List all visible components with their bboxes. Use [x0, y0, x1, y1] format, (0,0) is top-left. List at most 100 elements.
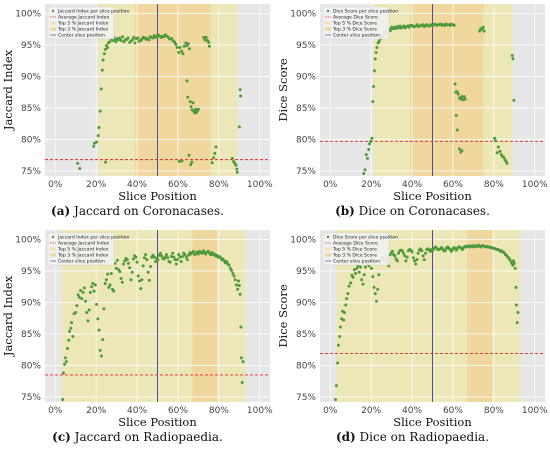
- data-point: [338, 325, 342, 329]
- x-tick-label: 100%: [247, 406, 273, 416]
- caption-c: (c) Jaccard on Radiopaedia.: [52, 430, 223, 444]
- x-tick-label: 100%: [247, 180, 273, 190]
- data-point: [128, 266, 132, 270]
- y-tick-label: 80%: [21, 361, 41, 371]
- chart-c: 0% 20% 40% 60% 80% 100% 75% 80% 85% 90% 95% 100% Sli…: [1, 230, 273, 426]
- data-point: [108, 40, 112, 44]
- data-point: [147, 278, 151, 282]
- data-point: [104, 160, 108, 164]
- y-tick-label: 90%: [21, 72, 41, 82]
- data-point: [372, 69, 376, 73]
- data-point: [149, 265, 153, 269]
- data-point: [151, 36, 155, 40]
- y-tick-label: 85%: [296, 330, 316, 340]
- data-point: [338, 334, 342, 338]
- data-point: [455, 90, 459, 94]
- data-point: [493, 136, 497, 140]
- data-point: [404, 259, 408, 263]
- x-tick-label: 100%: [522, 406, 548, 416]
- data-point: [138, 279, 141, 283]
- data-point: [103, 282, 107, 286]
- data-point: [91, 282, 95, 286]
- data-point: [171, 251, 175, 255]
- data-point: [136, 274, 140, 278]
- y-axis-label: Dice Score: [276, 284, 290, 348]
- caption-d: (d) Dice on Radiopaedia.: [335, 430, 490, 444]
- data-point: [514, 303, 518, 307]
- y-tick-label: 85%: [21, 330, 41, 340]
- y-tick-label: 95%: [296, 267, 316, 277]
- data-point: [516, 311, 520, 315]
- legend-marker-points: [51, 9, 55, 13]
- data-point: [370, 136, 374, 140]
- data-point: [196, 252, 200, 256]
- data-point: [126, 261, 130, 265]
- legend-marker-top5: [50, 247, 56, 251]
- data-point: [152, 255, 156, 259]
- data-point: [132, 35, 136, 39]
- chart-d: 0% 20% 40% 60% 80% 100% 75% 80% 85% 90% 95% 100% Sli…: [276, 230, 548, 426]
- data-point: [362, 273, 366, 277]
- data-point: [496, 145, 500, 149]
- data-point: [101, 58, 105, 62]
- data-point: [78, 166, 82, 170]
- x-tick-label: 0%: [323, 406, 338, 416]
- data-point: [80, 297, 84, 301]
- band-top3: [192, 230, 217, 402]
- data-point: [101, 338, 105, 342]
- data-point: [364, 153, 368, 157]
- x-tick-label: 0%: [48, 180, 63, 190]
- panel-d: 0% 20% 40% 60% 80% 100% 75% 80% 85% 90% 95% 100% Sli…: [275, 226, 550, 451]
- data-point: [104, 278, 108, 282]
- data-point: [125, 258, 129, 262]
- data-point: [459, 97, 463, 101]
- data-point: [87, 308, 91, 312]
- data-point: [196, 107, 200, 111]
- data-point: [61, 397, 65, 401]
- data-point: [79, 288, 83, 292]
- legend-label: Top 3 % Dice Score: [332, 253, 377, 259]
- legend-label: Jaccard Index per slice position: [57, 9, 129, 15]
- data-point: [186, 42, 190, 46]
- data-point: [510, 54, 514, 58]
- data-point: [90, 285, 94, 289]
- data-point: [187, 153, 191, 157]
- x-tick-label: 60%: [443, 406, 463, 416]
- data-point: [99, 87, 103, 91]
- data-point: [238, 88, 242, 92]
- data-point: [346, 292, 350, 296]
- data-point: [102, 52, 106, 56]
- data-point: [362, 171, 366, 175]
- data-point: [99, 354, 103, 358]
- data-point: [176, 258, 180, 262]
- data-point: [355, 266, 359, 270]
- x-axis-label: Slice Position: [393, 189, 472, 200]
- data-point: [357, 270, 361, 274]
- data-point: [82, 286, 86, 290]
- panel-c: 0% 20% 40% 60% 80% 100% 75% 80% 85% 90% 95% 100% Sli…: [0, 226, 275, 451]
- data-point: [234, 283, 238, 287]
- y-tick-label: 75%: [21, 393, 41, 403]
- data-point: [460, 95, 464, 99]
- data-point: [347, 284, 351, 288]
- data-point: [97, 125, 101, 129]
- y-tick-label: 90%: [296, 298, 316, 308]
- x-tick-label: 100%: [522, 180, 548, 190]
- data-point: [230, 268, 234, 272]
- x-tick-label: 80%: [484, 406, 504, 416]
- data-point: [185, 258, 189, 262]
- y-tick-label: 100%: [290, 9, 316, 19]
- data-point: [180, 254, 184, 258]
- legend-label: Top 5 % Dice Score: [332, 21, 377, 27]
- data-point: [172, 255, 176, 259]
- data-point: [416, 251, 420, 255]
- data-point: [230, 156, 234, 160]
- data-point: [160, 254, 164, 258]
- data-point: [191, 101, 195, 105]
- data-point: [139, 287, 143, 291]
- y-tick-label: 90%: [296, 72, 316, 82]
- data-point: [158, 251, 162, 255]
- legend-marker-points: [51, 235, 55, 239]
- legend-marker-top3: [50, 27, 56, 31]
- data-point: [363, 168, 367, 172]
